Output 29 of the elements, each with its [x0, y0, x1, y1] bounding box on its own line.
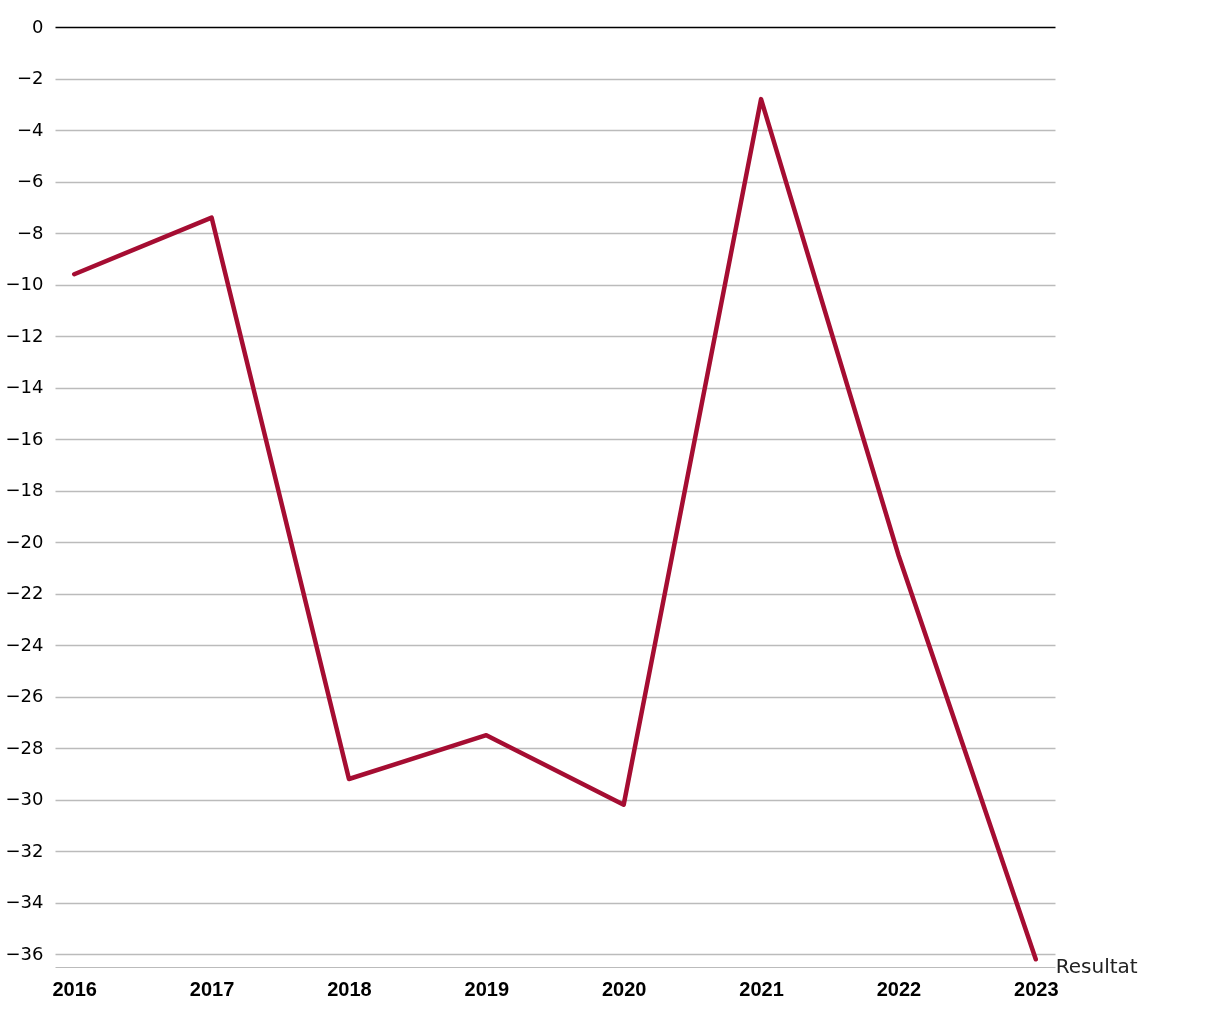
- x-tick-label: 2021: [739, 977, 784, 1000]
- x-tick-label: 2017: [189, 977, 235, 1000]
- y-tick-label: −6: [16, 170, 44, 192]
- y-tick-label: −24: [5, 633, 44, 655]
- y-tick-label: −28: [5, 736, 44, 758]
- x-tick-label: 2020: [601, 977, 647, 1000]
- y-tick-label: −34: [5, 891, 44, 913]
- y-tick-label: −32: [5, 839, 44, 861]
- y-tick-label: −14: [5, 376, 44, 398]
- y-tick-label: −10: [5, 273, 44, 295]
- y-tick-label: 0: [32, 15, 44, 37]
- x-tick-label: 2019: [464, 977, 510, 1000]
- y-tick-label: −22: [5, 582, 44, 604]
- y-tick-label: −36: [5, 942, 44, 964]
- y-tick-label: −18: [5, 479, 44, 501]
- x-tick-label: 2016: [52, 977, 97, 1000]
- y-tick-label: −12: [5, 324, 44, 346]
- y-tick-label: −16: [5, 427, 44, 449]
- x-tick-label: 2022: [876, 977, 922, 1000]
- y-tick-label: −26: [5, 685, 44, 707]
- y-tick-label: −30: [5, 788, 44, 810]
- x-tick-label: 2023: [1014, 977, 1059, 1000]
- y-tick-label: −2: [16, 67, 44, 89]
- y-tick-label: −4: [16, 118, 44, 140]
- y-tick-label: −8: [16, 221, 44, 243]
- x-tick-label: 2018: [327, 977, 372, 1000]
- series-label: Resultat: [1055, 954, 1138, 979]
- line-series: [71, 96, 1039, 962]
- y-tick-label: −20: [5, 530, 44, 552]
